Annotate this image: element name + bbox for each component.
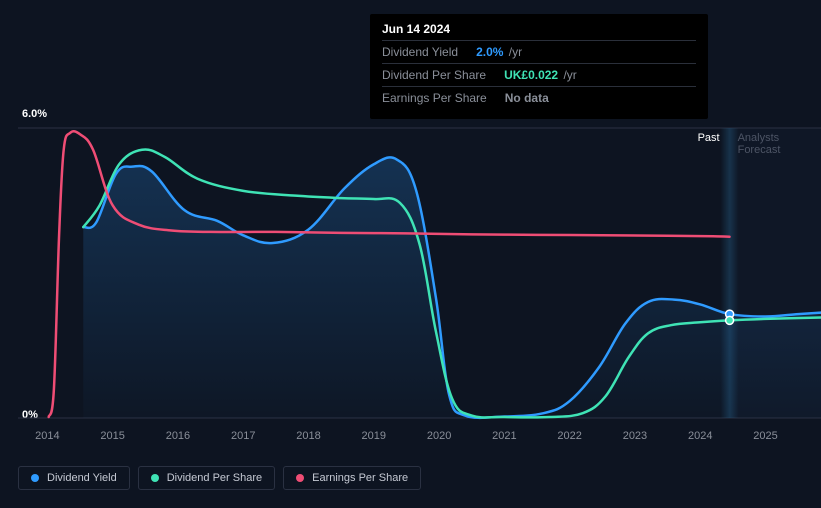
tooltip-row-label: Earnings Per Share: [382, 91, 487, 105]
tooltip-row-value: UK£0.022: [504, 68, 558, 82]
tooltip-row-label: Dividend Yield: [382, 45, 458, 59]
x-tick: 2018: [296, 430, 320, 442]
x-tick: 2025: [753, 430, 777, 442]
legend-item-dividend-per-share[interactable]: Dividend Per Share: [138, 466, 275, 490]
x-axis: 2014 2015 2016 2017 2018 2019 2020 2021 2022 2023…: [18, 430, 821, 450]
legend-dot-icon: [151, 474, 159, 482]
x-tick: 2015: [100, 430, 124, 442]
chart-svg: [18, 108, 821, 426]
legend-item-label: Dividend Yield: [47, 472, 117, 484]
tooltip-row-label: Dividend Per Share: [382, 68, 486, 82]
legend-item-label: Earnings Per Share: [312, 472, 408, 484]
dividend-chart: [18, 108, 821, 426]
x-tick: 2022: [557, 430, 581, 442]
tooltip-row: Earnings Per Share No data: [382, 86, 696, 109]
chart-tooltip: Jun 14 2024 Dividend Yield2.0% /yrDivide…: [370, 14, 708, 119]
x-tick: 2016: [166, 430, 190, 442]
marker-dot: [726, 316, 734, 324]
x-tick: 2021: [492, 430, 516, 442]
legend-dot-icon: [296, 474, 304, 482]
tooltip-row: Dividend Yield 2.0% /yr: [382, 40, 696, 63]
tooltip-row-unit: /yr: [560, 68, 577, 82]
legend-dot-icon: [31, 474, 39, 482]
tooltip-row-unit: /yr: [505, 45, 522, 59]
legend-item-dividend-yield[interactable]: Dividend Yield: [18, 466, 130, 490]
legend-item-earnings-per-share[interactable]: Earnings Per Share: [283, 466, 421, 490]
chart-legend: Dividend Yield Dividend Per Share Earnings…: [18, 466, 421, 490]
x-tick: 2023: [623, 430, 647, 442]
x-tick: 2020: [427, 430, 451, 442]
x-tick: 2019: [362, 430, 386, 442]
tooltip-row: Dividend Per Share UK£0.022 /yr: [382, 63, 696, 86]
x-tick: 2014: [35, 430, 59, 442]
tooltip-date: Jun 14 2024: [382, 22, 696, 40]
tooltip-row-value: 2.0%: [476, 45, 503, 59]
legend-item-label: Dividend Per Share: [167, 472, 262, 484]
x-tick: 2017: [231, 430, 255, 442]
x-tick: 2024: [688, 430, 712, 442]
tooltip-row-value: No data: [505, 91, 549, 105]
